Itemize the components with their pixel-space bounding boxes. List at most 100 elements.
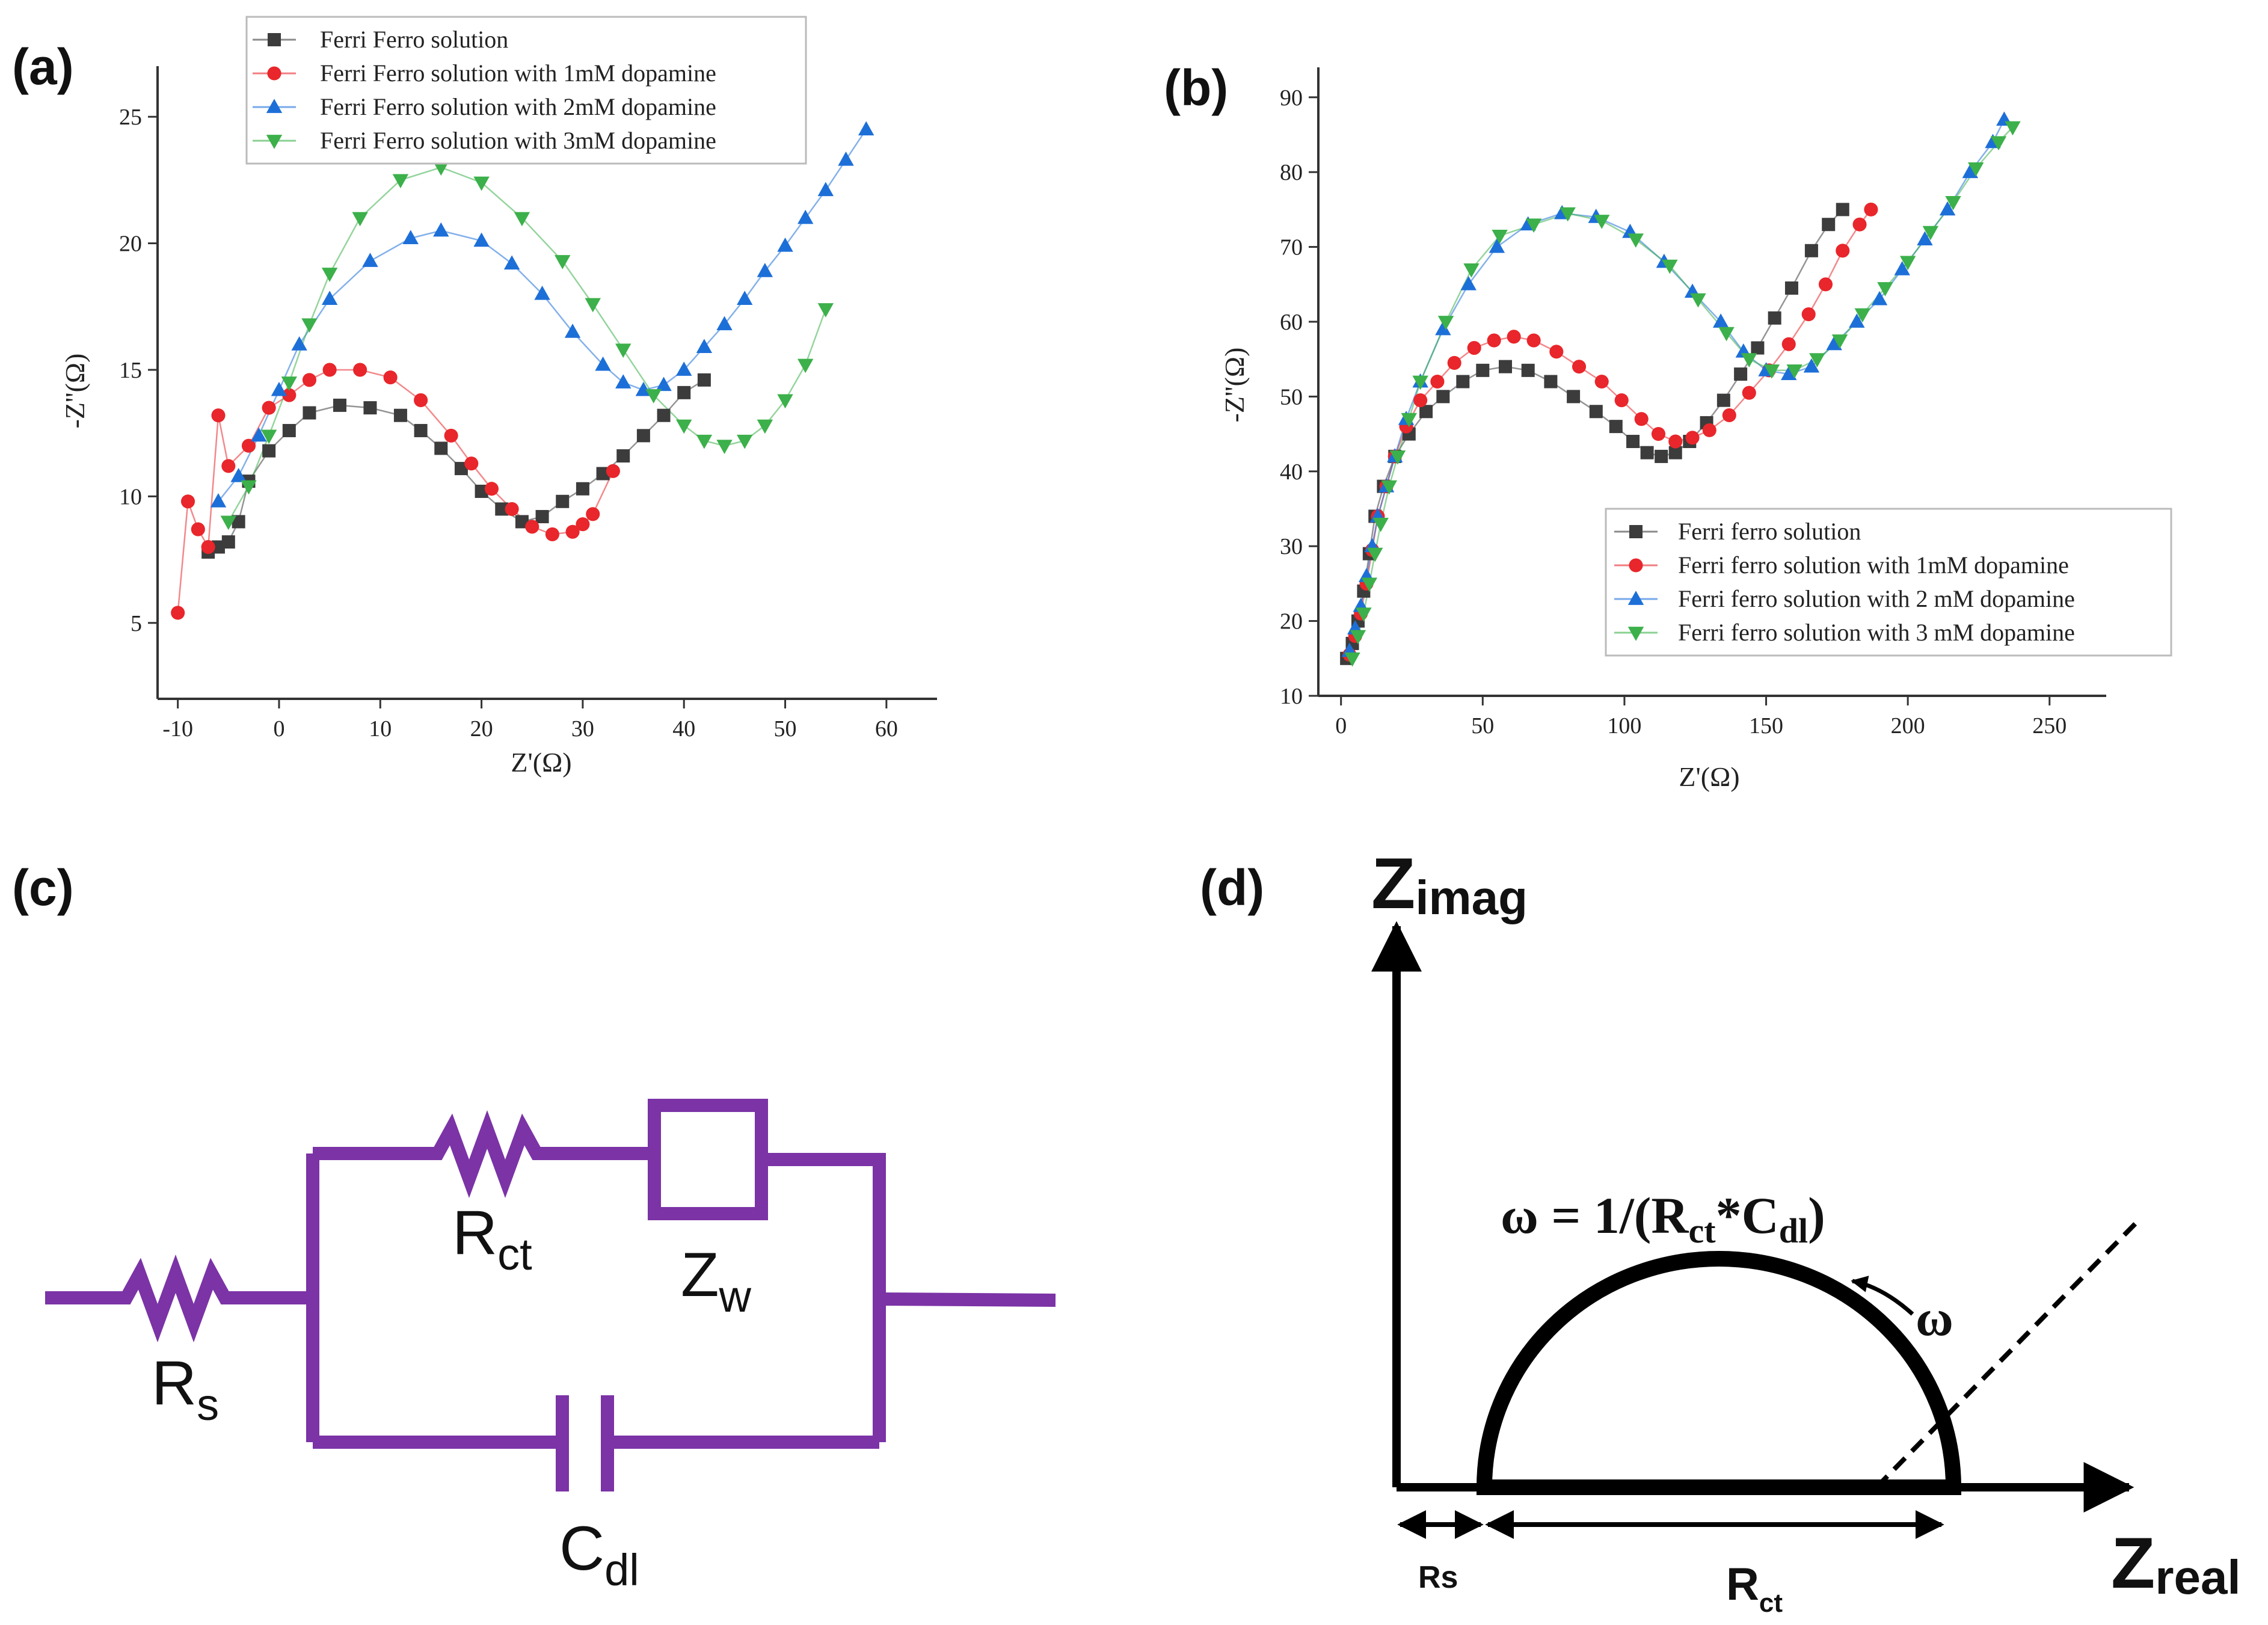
data-point xyxy=(171,606,185,620)
legend-marker xyxy=(266,135,283,149)
data-point xyxy=(797,209,814,224)
data-point xyxy=(1768,311,1781,325)
data-point xyxy=(464,456,479,471)
legend-entry: Ferri ferro solution with 2 mM dopamine xyxy=(1678,585,2075,612)
panel-label-d: (d) xyxy=(1200,859,1264,916)
data-point xyxy=(211,540,225,554)
legend-marker xyxy=(1627,591,1644,605)
data-point xyxy=(777,238,793,252)
data-point xyxy=(1594,374,1609,389)
data-point xyxy=(230,467,247,482)
legend-marker xyxy=(1627,627,1644,641)
data-point xyxy=(1668,446,1682,459)
data-point xyxy=(333,398,346,412)
data-point xyxy=(1412,375,1428,390)
data-point xyxy=(1877,282,1893,296)
data-point xyxy=(1685,431,1700,445)
data-point xyxy=(1430,374,1445,389)
y-tick-label: 25 xyxy=(119,105,142,130)
data-point xyxy=(1463,263,1480,278)
y-tick-label: 70 xyxy=(1280,235,1303,260)
data-point xyxy=(1499,360,1513,373)
data-point xyxy=(565,524,580,539)
data-point xyxy=(1567,390,1581,404)
data-point xyxy=(1389,450,1406,465)
chart-a: -10 0 10 20 30 40 50 60 5 10 15 20 25 Z'(Ω) -Z''(Ω) Fer… xyxy=(60,16,937,778)
data-point xyxy=(271,381,287,396)
data-point xyxy=(1781,337,1796,351)
data-point xyxy=(676,361,692,376)
data-point xyxy=(484,482,499,496)
data-point xyxy=(303,406,316,420)
data-point xyxy=(282,423,296,437)
data-point xyxy=(696,434,713,449)
data-point xyxy=(1922,226,1939,241)
data-point xyxy=(433,161,449,176)
data-point xyxy=(1917,231,1933,246)
data-point xyxy=(393,408,407,422)
data-point xyxy=(321,290,338,306)
data-point xyxy=(241,480,257,495)
data-point xyxy=(797,358,814,373)
data-point xyxy=(1945,196,1961,210)
data-point xyxy=(1350,630,1366,645)
data-point xyxy=(1437,316,1454,330)
data-point xyxy=(777,394,793,409)
data-point xyxy=(282,388,297,402)
data-point xyxy=(201,539,215,554)
data-point xyxy=(1467,340,1481,355)
data-point xyxy=(1899,256,1916,271)
data-point xyxy=(657,408,671,422)
data-point xyxy=(210,493,227,508)
data-point xyxy=(716,440,733,454)
data-point xyxy=(1831,334,1848,349)
x-tick-label: 30 xyxy=(571,716,594,742)
data-point xyxy=(1634,412,1649,426)
y-tick-label: 60 xyxy=(1280,310,1303,335)
data-point xyxy=(433,222,449,237)
data-point xyxy=(1544,375,1558,389)
y-tick-label: 80 xyxy=(1280,160,1303,185)
data-point xyxy=(615,343,632,358)
data-point xyxy=(1367,547,1383,562)
data-point xyxy=(514,212,530,227)
warburg-line xyxy=(1875,1219,2140,1489)
data-point xyxy=(402,230,419,245)
data-point xyxy=(576,517,590,532)
data-point xyxy=(556,494,570,508)
x-tick-label: 150 xyxy=(1749,713,1783,739)
data-point xyxy=(1801,307,1816,322)
data-point xyxy=(1864,202,1878,217)
rs-resistor xyxy=(45,1254,313,1343)
data-point xyxy=(1521,363,1535,377)
data-point xyxy=(1822,218,1836,232)
y-axis-title: -Z''(Ω) xyxy=(1219,348,1250,423)
data-point xyxy=(363,401,377,415)
data-point xyxy=(1690,293,1706,308)
data-point xyxy=(1655,449,1668,463)
data-point xyxy=(515,515,529,529)
data-point xyxy=(1871,290,1888,306)
data-point xyxy=(281,376,298,391)
panel-d: (d) ω Zimag Zreal ω = 1/(Rct*Cdl) Rs Rct xyxy=(1200,843,2241,1618)
legend-marker xyxy=(1629,525,1643,538)
data-point xyxy=(535,510,549,524)
data-point xyxy=(414,393,428,408)
data-point xyxy=(383,370,398,385)
data-point xyxy=(1718,327,1735,342)
data-point xyxy=(1894,261,1910,275)
legend-entry: Ferri ferro solution with 3 mM dopamine xyxy=(1678,619,2075,646)
data-point xyxy=(564,324,581,338)
data-point xyxy=(555,255,571,269)
data-point xyxy=(1781,366,1797,380)
y-tick-label: 10 xyxy=(119,484,142,509)
data-point xyxy=(1939,201,1956,216)
data-point xyxy=(1702,423,1716,437)
data-point xyxy=(322,363,337,377)
data-point xyxy=(645,389,662,404)
data-point xyxy=(1492,230,1508,244)
y-tick-label: 15 xyxy=(119,358,142,383)
data-point xyxy=(262,444,276,458)
data-point xyxy=(505,502,519,516)
chart-b: 0 50 100 150 200 250 10 20 30 40 50 60 70 80 90 Z'(Ω) -Z… xyxy=(1219,67,2172,792)
